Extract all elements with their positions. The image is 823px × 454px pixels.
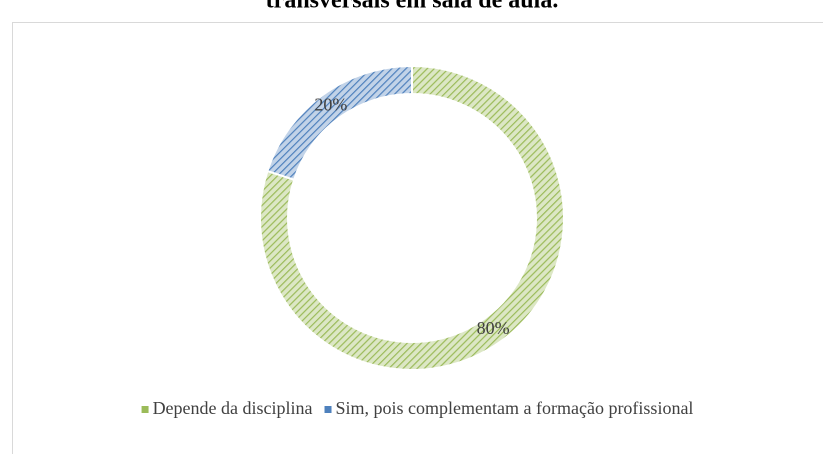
legend-label: Depende da disciplina	[153, 398, 313, 418]
chart-title: transversais em sala de aula.	[266, 0, 559, 14]
chart-border	[12, 22, 823, 454]
data-label: 80%	[477, 318, 510, 338]
legend-marker	[324, 406, 332, 413]
data-label: 20%	[314, 94, 347, 114]
donut-segment	[259, 64, 565, 371]
donut-segment	[266, 64, 413, 181]
legend-marker	[141, 406, 149, 413]
legend: Depende da disciplina Sim, pois complemen…	[141, 398, 694, 418]
legend-label: Sim, pois complementam a formação profis…	[336, 398, 694, 418]
